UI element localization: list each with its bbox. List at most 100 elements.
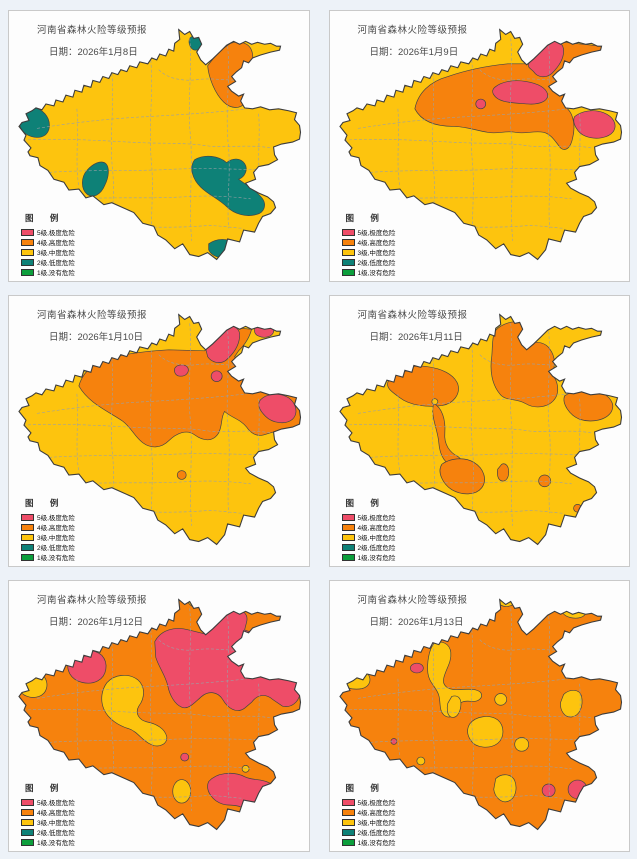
- map-legend: 图 例 5级,极度危险 4级,高度危险 3级,中度危险 2级,低度危险 1级,没有危险: [341, 212, 396, 277]
- fire-danger-region-level4: [572, 504, 582, 513]
- map-legend: 图 例 5级,极度危险 4级,高度危险 3级,中度危险 2级,低度危险 1级,没有危险: [21, 212, 75, 277]
- legend-item-level2: 2级,低度危险: [341, 257, 396, 267]
- map-legend: 图 例 5级,极度危险 4级,高度危险 3级,中度危险 2级,低度危险 1级,没有危险: [341, 782, 396, 847]
- forecast-panel-jan10: 河南省森林火险等级预报 日期：2026年1月10日 图 例 5级,极度危险 4级,高…: [8, 295, 310, 567]
- legend-item-level5: 5级,极度危险: [21, 512, 75, 522]
- legend-label-level5: 5级,极度危险: [357, 230, 396, 237]
- legend-swatch-level3: [341, 248, 355, 256]
- legend-swatch-level1: [341, 838, 355, 846]
- fire-danger-region-level5: [567, 779, 587, 800]
- legend-item-level5: 5级,极度危险: [341, 797, 396, 807]
- forecast-panel-jan9: 河南省森林火险等级预报 日期：2026年1月9日 图 例 5级,极度危险 4级,高度…: [328, 10, 630, 282]
- fire-danger-region-level3: [241, 765, 250, 773]
- fire-danger-region-level3: [513, 737, 529, 752]
- legend-item-level1: 1级,没有危险: [21, 552, 75, 562]
- province-outline: [18, 313, 302, 546]
- legend-swatch-level5: [341, 513, 355, 521]
- legend-label-level2: 2级,低度危险: [357, 830, 396, 837]
- fire-danger-region-level3: [416, 756, 425, 766]
- legend-item-level4: 4级,高度危险: [341, 237, 395, 247]
- legend-swatch-level5: [341, 798, 355, 806]
- map-date: 日期：2026年1月11日: [369, 332, 463, 343]
- legend-item-level4: 4级,高度危险: [21, 237, 75, 247]
- legend-title: 图 例: [345, 213, 386, 223]
- legend-label-level5: 5级,极度危险: [357, 515, 396, 522]
- province-outline: [338, 28, 622, 261]
- legend-label-level3: 3级,中度危险: [37, 250, 75, 257]
- legend-item-level4: 4级,高度危险: [341, 807, 395, 817]
- map-date: 日期：2026年1月10日: [49, 332, 143, 343]
- fire-danger-region-level5: [180, 752, 190, 762]
- legend-swatch-level2: [21, 258, 34, 266]
- legend-item-level4: 4级,高度危险: [21, 807, 75, 817]
- legend-item-level3: 3级,中度危险: [21, 247, 75, 257]
- legend-swatch-level1: [341, 553, 355, 561]
- legend-item-level1: 1级,没有危险: [21, 267, 75, 277]
- legend-item-level2: 2级,低度危险: [21, 257, 75, 267]
- map-legend: 图 例 5级,极度危险 4级,高度危险 3级,中度危险 2级,低度危险 1级,没有危险: [21, 782, 75, 847]
- henan-fire-danger-map: [18, 598, 302, 831]
- legend-swatch-level4: [341, 523, 355, 531]
- fire-danger-region-level3: [18, 671, 48, 698]
- legend-item-level2: 2级,低度危险: [21, 542, 75, 552]
- legend-item-level1: 1级,没有危险: [341, 837, 396, 847]
- map-date: 日期：2026年1月13日: [369, 617, 464, 628]
- legend-item-level4: 4级,高度危险: [21, 522, 75, 532]
- legend-swatch-level2: [21, 828, 34, 836]
- fire-danger-region-level3: [339, 667, 370, 690]
- legend-label-level5: 5级,极度危险: [357, 800, 396, 807]
- legend-swatch-level5: [21, 798, 34, 806]
- province-outline: [338, 313, 622, 546]
- legend-label-level1: 1级,没有危险: [37, 555, 75, 562]
- legend-label-level5: 5级,极度危险: [37, 515, 75, 522]
- henan-fire-danger-map: [18, 28, 302, 261]
- legend-label-level3: 3级,中度危险: [357, 535, 396, 542]
- legend-label-level2: 2级,低度危险: [357, 260, 396, 267]
- legend-swatch-level4: [21, 808, 34, 816]
- legend-label-level2: 2级,低度危险: [37, 260, 75, 267]
- map-title: 河南省森林火险等级预报: [357, 310, 468, 321]
- legend-item-level5: 5级,极度危险: [341, 512, 396, 522]
- legend-swatch-level2: [341, 828, 355, 836]
- fire-danger-region-level3: [426, 641, 482, 718]
- legend-swatch-level3: [21, 248, 34, 256]
- legend-item-level3: 3级,中度危险: [341, 532, 396, 542]
- legend-title: 图 例: [25, 498, 66, 508]
- legend-item-level3: 3级,中度危险: [341, 817, 395, 827]
- legend-swatch-level4: [341, 808, 355, 816]
- legend-swatch-level4: [21, 523, 34, 531]
- legend-item-level5: 5级,极度危险: [341, 227, 396, 237]
- legend-label-level1: 1级,没有危险: [357, 555, 396, 562]
- legend-swatch-level5: [21, 228, 34, 236]
- fire-danger-region-level5: [210, 370, 223, 382]
- province-outline: [18, 598, 302, 831]
- province-outline: [338, 598, 622, 831]
- legend-item-level5: 5级,极度危险: [21, 797, 75, 807]
- legend-label-level2: 2级,低度危险: [357, 545, 396, 552]
- legend-item-level1: 1级,没有危险: [21, 837, 75, 847]
- province-outline: [18, 28, 302, 261]
- map-date: 日期：2026年1月8日: [49, 47, 138, 58]
- fire-danger-region-level3: [493, 693, 507, 706]
- legend-label-level1: 1级,没有危险: [357, 270, 396, 277]
- legend-swatch-level1: [341, 268, 355, 276]
- fire-danger-region-level3: [492, 774, 516, 803]
- map-title: 河南省森林火险等级预报: [37, 310, 148, 321]
- legend-title: 图 例: [25, 213, 66, 223]
- legend-title: 图 例: [25, 783, 66, 793]
- legend-item-level1: 1级,没有危险: [341, 552, 396, 562]
- legend-label-level1: 1级,没有危险: [357, 840, 396, 847]
- map-legend: 图 例 5级,极度危险 4级,高度危险 3级,中度危险 2级,低度危险 1级,没有危险: [341, 497, 396, 562]
- fire-danger-region-level4: [537, 474, 551, 488]
- fire-danger-region-level4: [496, 463, 509, 482]
- legend-label-level2: 2级,低度危险: [37, 830, 75, 837]
- legend-item-level2: 2级,低度危险: [21, 827, 75, 837]
- fire-danger-region-level3: [186, 599, 209, 608]
- legend-label-level1: 1级,没有危险: [37, 270, 75, 277]
- fire-danger-region-level5: [541, 783, 555, 798]
- legend-item-level3: 3级,中度危险: [21, 817, 75, 827]
- fire-danger-region-level5: [409, 662, 424, 674]
- fire-danger-region-level3: [466, 716, 503, 748]
- legend-swatch-level4: [341, 238, 355, 246]
